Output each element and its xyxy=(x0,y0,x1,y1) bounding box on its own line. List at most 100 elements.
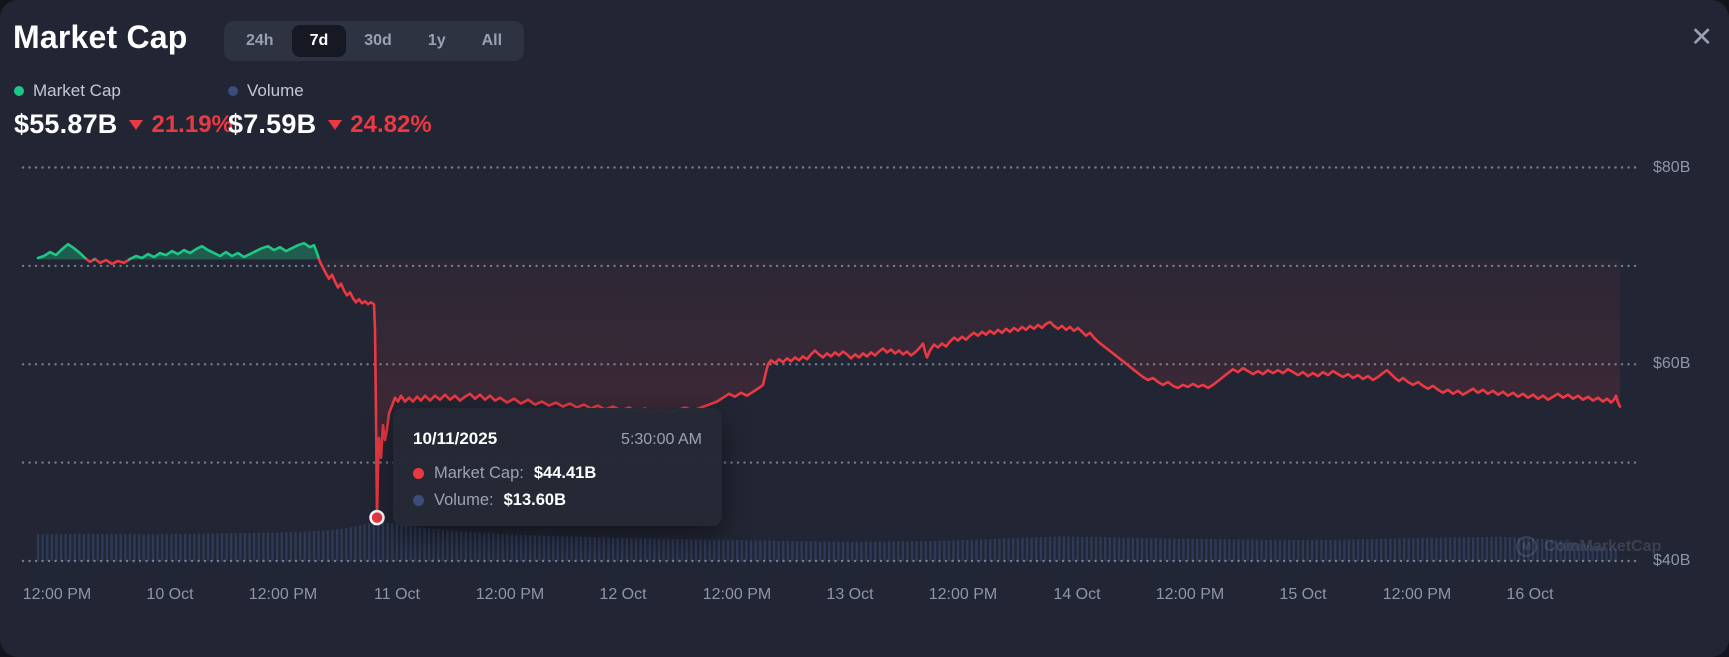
volume-bar xyxy=(598,537,601,561)
tab-24h[interactable]: 24h xyxy=(246,32,274,49)
volume-bar xyxy=(142,534,145,561)
volume-bar xyxy=(427,528,431,561)
volume-bar xyxy=(846,541,849,561)
tab-all[interactable]: All xyxy=(481,32,503,49)
volume-bar xyxy=(1453,537,1456,561)
volume-bar xyxy=(59,534,63,561)
volume-bar xyxy=(271,532,274,561)
down-triangle-icon xyxy=(328,119,343,130)
volume-bar xyxy=(303,531,306,561)
volume-bar xyxy=(1587,545,1590,561)
volume-bar xyxy=(906,541,909,561)
volume-bar xyxy=(289,532,293,561)
volume-bar xyxy=(1495,536,1498,561)
volume-bar xyxy=(910,541,914,561)
x-axis-label: 12:00 PM xyxy=(928,586,998,603)
market-cap-legend-dot-icon xyxy=(14,86,24,96)
volume-bar xyxy=(1416,538,1420,561)
volume-bar xyxy=(671,539,674,561)
volume-bar xyxy=(892,541,895,561)
volume-bar xyxy=(432,529,435,561)
volume-bar xyxy=(653,538,656,561)
volume-bar xyxy=(280,532,283,561)
volume-bar xyxy=(515,534,518,561)
volume-bar xyxy=(1324,539,1328,561)
volume-bar xyxy=(584,537,587,561)
volume-bar xyxy=(170,534,173,561)
volume-bar xyxy=(920,541,923,561)
volume-bar xyxy=(1168,538,1171,561)
volume-bar xyxy=(1380,538,1383,561)
volume-bar xyxy=(915,541,918,561)
volume-bar xyxy=(1366,539,1369,561)
volume-bar xyxy=(1076,536,1079,561)
volume-bar xyxy=(211,533,214,561)
x-axis-label: 11 Oct xyxy=(374,586,420,603)
volume-bar xyxy=(1329,539,1332,561)
volume-bar xyxy=(768,540,771,561)
x-axis-label: 12:00 PM xyxy=(22,586,92,603)
y-axis-label: $80B xyxy=(1653,158,1691,176)
volume-bar xyxy=(1288,540,1291,561)
volume-bar xyxy=(607,537,610,561)
tab-1y[interactable]: 1y xyxy=(427,32,446,49)
volume-bar xyxy=(851,541,854,561)
volume-bar xyxy=(1320,539,1323,561)
x-axis-label: 12:00 PM xyxy=(248,586,318,603)
volume-bar xyxy=(179,534,182,561)
volume-bar xyxy=(1058,536,1061,561)
close-icon[interactable]: ✕ xyxy=(1690,22,1713,52)
volume-bar xyxy=(1444,537,1447,561)
volume-bar xyxy=(1306,540,1309,561)
time-range-tabs: 24h 7d 30d 1y All xyxy=(224,21,525,61)
volume-bar xyxy=(1375,539,1378,561)
volume-bar xyxy=(151,534,155,561)
volume-bar xyxy=(864,541,868,561)
tab-30d[interactable]: 30d xyxy=(364,32,392,49)
volume-bar xyxy=(805,541,808,561)
price-line-down-segment xyxy=(317,258,1622,519)
volume-legend-label: Volume xyxy=(247,81,304,100)
volume-bar xyxy=(1150,538,1153,561)
volume-bar xyxy=(763,540,766,561)
volume-bar xyxy=(1265,539,1268,561)
volume-bar xyxy=(1246,539,1249,561)
coinmarketcap-logo-icon: M xyxy=(1516,536,1537,557)
volume-bar xyxy=(1541,538,1544,561)
chart-tooltip: 10/11/2025 5:30:00 AM Market Cap: $44.41… xyxy=(393,408,722,526)
volume-bar xyxy=(1614,548,1617,561)
volume-bar xyxy=(565,536,569,561)
volume-bar xyxy=(1564,541,1567,561)
price-line-down-segment xyxy=(85,258,96,264)
volume-bar xyxy=(832,541,835,561)
volume-bar xyxy=(979,539,983,561)
volume-bar xyxy=(354,526,357,561)
volume-bar xyxy=(869,541,872,561)
volume-bar xyxy=(616,537,619,561)
volume-bar xyxy=(625,538,628,561)
volume-bar xyxy=(644,538,647,561)
volume-bar xyxy=(524,535,527,561)
volume-bar xyxy=(1476,537,1479,561)
volume-bar xyxy=(234,533,237,561)
x-axis-label: 12:00 PM xyxy=(1382,586,1452,603)
volume-bar xyxy=(36,534,40,562)
volume-bar xyxy=(96,533,99,561)
volume-bar xyxy=(657,538,661,561)
volume-bar xyxy=(1159,538,1162,561)
volume-bar xyxy=(1315,539,1318,561)
volume-bar xyxy=(989,539,992,561)
volume-bar xyxy=(1412,538,1415,561)
tooltip-time: 5:30:00 AM xyxy=(621,431,702,448)
volume-bar xyxy=(1334,539,1337,561)
volume-bar xyxy=(717,539,720,561)
volume-bar xyxy=(496,533,500,561)
volume-bar xyxy=(184,533,187,561)
volume-bar xyxy=(519,534,523,561)
volume-bar xyxy=(556,536,559,561)
volume-bar xyxy=(602,537,605,561)
volume-bar xyxy=(943,540,946,561)
tab-7d[interactable]: 7d xyxy=(291,25,347,57)
volume-bar xyxy=(1398,538,1401,561)
